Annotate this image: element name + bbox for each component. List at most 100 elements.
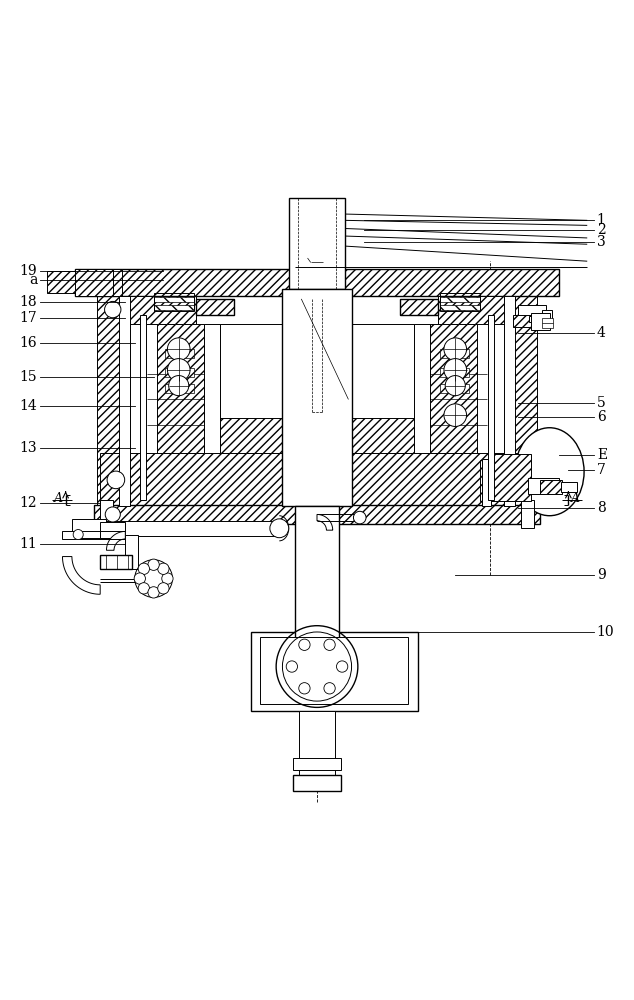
Bar xyxy=(261,637,408,704)
Text: 16: 16 xyxy=(20,336,37,350)
Ellipse shape xyxy=(515,428,584,516)
Bar xyxy=(100,555,132,569)
Text: 10: 10 xyxy=(597,625,614,639)
Text: E: E xyxy=(597,448,607,462)
Bar xyxy=(490,454,531,501)
Bar xyxy=(439,293,481,311)
Text: a: a xyxy=(29,273,37,287)
Bar xyxy=(72,519,107,538)
Text: 5: 5 xyxy=(597,396,605,410)
Bar xyxy=(482,459,491,506)
Bar xyxy=(440,349,469,358)
Text: 11: 11 xyxy=(20,537,37,551)
Text: 9: 9 xyxy=(597,568,605,582)
Bar xyxy=(126,535,138,569)
Polygon shape xyxy=(107,531,126,550)
Circle shape xyxy=(444,338,467,360)
Bar xyxy=(503,296,515,506)
Bar xyxy=(288,198,346,289)
Bar xyxy=(165,349,194,358)
Circle shape xyxy=(169,376,189,396)
Bar xyxy=(540,480,562,494)
Bar xyxy=(437,296,513,324)
Text: 13: 13 xyxy=(20,441,37,455)
Circle shape xyxy=(270,519,288,538)
Bar xyxy=(121,296,197,324)
Circle shape xyxy=(107,471,125,489)
Circle shape xyxy=(324,683,335,694)
Text: 19: 19 xyxy=(20,264,37,278)
Bar xyxy=(346,418,415,453)
Text: A: A xyxy=(54,492,63,505)
Bar xyxy=(294,775,340,791)
Bar xyxy=(219,418,288,453)
Circle shape xyxy=(138,583,150,594)
Bar xyxy=(97,296,121,506)
Circle shape xyxy=(105,507,120,522)
Bar xyxy=(299,711,335,783)
Bar xyxy=(439,305,481,310)
Bar xyxy=(197,299,234,315)
Bar xyxy=(542,318,553,328)
Circle shape xyxy=(286,661,297,672)
Bar xyxy=(121,296,131,506)
Bar xyxy=(503,296,513,506)
Bar xyxy=(295,506,339,638)
Bar xyxy=(63,531,75,539)
Bar xyxy=(204,324,219,453)
Circle shape xyxy=(353,511,366,524)
Bar xyxy=(100,522,126,538)
Bar xyxy=(119,296,131,506)
Circle shape xyxy=(105,301,121,318)
Bar xyxy=(488,315,495,500)
Bar xyxy=(439,297,481,302)
Polygon shape xyxy=(317,514,333,530)
Circle shape xyxy=(167,359,190,381)
Text: 12: 12 xyxy=(20,496,37,510)
Bar xyxy=(94,505,540,524)
Bar xyxy=(75,269,113,296)
Circle shape xyxy=(299,683,310,694)
Bar xyxy=(400,299,437,315)
Text: 6: 6 xyxy=(597,410,605,424)
Bar xyxy=(440,384,469,393)
Text: 4: 4 xyxy=(597,326,605,340)
Bar xyxy=(157,324,204,453)
Circle shape xyxy=(148,587,159,598)
Bar xyxy=(529,316,542,322)
Bar xyxy=(75,269,559,296)
Text: 18: 18 xyxy=(20,295,37,309)
Bar xyxy=(440,368,469,377)
Bar xyxy=(251,632,418,711)
Bar xyxy=(400,299,437,315)
Bar xyxy=(293,758,341,770)
Bar xyxy=(197,299,234,315)
Circle shape xyxy=(158,583,169,594)
Circle shape xyxy=(158,563,169,574)
Text: 15: 15 xyxy=(20,370,37,384)
Bar xyxy=(139,315,146,500)
Circle shape xyxy=(162,573,173,584)
Bar xyxy=(75,269,122,296)
Text: A: A xyxy=(571,492,580,505)
Text: 14: 14 xyxy=(20,399,37,413)
Bar xyxy=(518,305,547,321)
Bar xyxy=(219,324,415,453)
Circle shape xyxy=(324,639,335,650)
Circle shape xyxy=(337,661,348,672)
Bar xyxy=(513,315,550,327)
Bar xyxy=(481,460,515,501)
Bar xyxy=(153,305,195,310)
Circle shape xyxy=(444,404,467,426)
Bar xyxy=(165,384,194,393)
Circle shape xyxy=(167,338,190,360)
Bar xyxy=(47,271,91,293)
Bar xyxy=(282,453,352,506)
Text: 3: 3 xyxy=(597,235,605,249)
Bar xyxy=(561,482,576,492)
Bar xyxy=(153,297,195,302)
Text: 17: 17 xyxy=(20,311,37,325)
Circle shape xyxy=(138,563,150,574)
Bar xyxy=(415,324,430,453)
Bar xyxy=(521,500,534,528)
